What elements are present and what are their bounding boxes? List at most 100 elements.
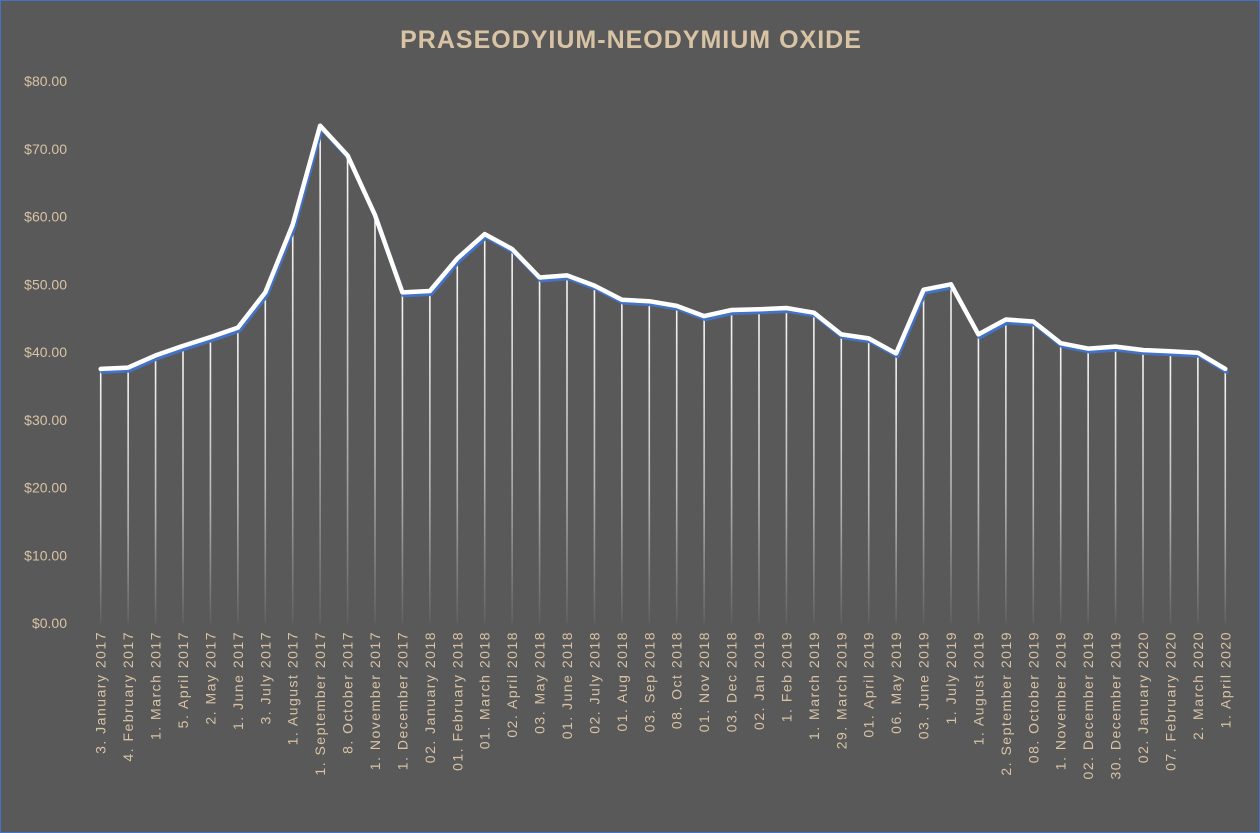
drop-line [456,258,459,623]
x-tick-label: 3. July 2017 [257,631,273,725]
drop-line [291,224,294,623]
x-tick-label: 3. January 2017 [93,631,109,754]
x-tick-label: 03. June 2019 [916,631,932,739]
y-tick-label: $0.00 [32,615,67,631]
drop-line [1224,368,1227,623]
x-tick-label: 1. June 2017 [230,631,246,730]
chart-title: PRASEODYIUM-NEODYMIUM OXIDE [400,26,862,54]
x-tick-label: 1. April 2020 [1217,631,1233,728]
x-tick-label: 30. December 2019 [1108,631,1124,779]
drop-line [538,277,541,623]
drop-line [813,312,815,623]
drop-line [401,292,404,623]
y-tick-label: $50.00 [24,276,67,292]
drop-line [429,291,431,623]
x-tick-label: 1. Feb 2019 [778,631,794,722]
y-axis: $0.00 $10.00 $20.00 $30.00 $40.00 $50.00 $60.0… [24,73,67,631]
drop-line [1114,346,1117,623]
drop-line [127,367,129,623]
drop-line [621,299,623,623]
drop-line [154,355,157,623]
drop-line [1005,319,1007,623]
x-tick-label: 1. March 2019 [806,631,822,740]
drop-line [483,234,486,624]
drop-line [264,292,267,623]
x-tick-label: 08. Oct 2018 [669,631,685,729]
drop-line [950,284,952,623]
x-tick-label: 02. Jan 2019 [751,631,767,730]
drop-lines [99,125,1227,624]
drop-line [1059,343,1062,623]
drop-line [1169,351,1172,623]
x-tick-label: 01. February 2018 [449,631,465,771]
x-tick-label: 1. August 2017 [285,631,301,745]
drop-line [840,334,843,623]
drop-line [675,305,678,623]
drop-line [1087,348,1089,623]
x-tick-label: 5. April 2017 [175,631,191,728]
series-line-shadow [100,126,1229,374]
y-tick-label: $70.00 [24,141,67,157]
series-group [98,123,1229,374]
x-tick-label: 01. Nov 2018 [696,631,712,732]
drop-line [977,334,980,623]
x-tick-label: 29. March 2019 [833,631,849,749]
x-tick-label: 4. February 2017 [120,631,136,762]
drop-line [1142,349,1144,623]
x-tick-label: 2. September 2019 [998,631,1014,776]
x-tick-label: 08. October 2019 [1025,631,1041,763]
y-tick-label: $30.00 [24,412,67,428]
drop-line [703,316,705,623]
x-tick-label: 2. March 2020 [1190,631,1206,740]
drop-line [209,337,212,623]
x-tick-label: 06. May 2019 [888,631,904,734]
x-tick-label: 1. November 2017 [367,631,383,770]
series-line [98,123,1228,372]
y-tick-label: $10.00 [24,547,67,563]
drop-line [593,285,596,623]
x-tick-label: 2. May 2017 [202,631,218,725]
x-tick-label: 8. October 2017 [340,631,356,754]
drop-line [730,309,733,623]
x-tick-label: 1. September 2017 [312,631,328,776]
drop-line [374,215,376,623]
x-tick-label: 1. November 2019 [1053,631,1069,770]
drop-line [922,289,925,623]
drop-line [895,353,897,623]
x-tick-label: 1. July 2019 [943,631,959,725]
x-tick-label: 01. June 2018 [559,631,575,739]
drop-line [867,338,870,623]
drop-line [237,327,239,623]
drop-line [346,155,349,623]
drop-line [1032,321,1035,623]
drop-line [648,301,651,623]
y-tick-label: $40.00 [24,344,67,360]
drop-line [1197,352,1199,623]
y-tick-label: $80.00 [24,73,67,89]
drop-line [758,309,760,623]
drop-line [319,125,321,623]
x-tick-label: 02. July 2018 [586,631,602,734]
x-tick-label: 03. Dec 2018 [724,631,740,732]
drop-line [99,368,102,623]
x-tick-label: 03. May 2018 [532,631,548,734]
x-tick-label: 03. Sep 2018 [641,631,657,732]
x-tick-label: 1. August 2019 [970,631,986,745]
drop-line [511,249,513,623]
x-tick-label: 02. December 2019 [1080,631,1096,779]
x-tick-label: 01. March 2018 [477,631,493,749]
y-tick-label: $60.00 [24,209,67,225]
x-tick-label: 02. April 2018 [504,631,520,738]
x-tick-label: 02. January 2018 [422,631,438,763]
drop-line [785,307,788,623]
drop-line [182,345,184,623]
x-tick-label: 1. December 2017 [394,631,410,770]
x-tick-label: 02. January 2020 [1135,631,1151,763]
drop-line [566,275,568,623]
x-tick-label: 1. March 2017 [148,631,164,740]
x-tick-label: 01. Aug 2018 [614,631,630,732]
x-tick-label: 01. April 2019 [861,631,877,738]
x-axis: 3. January 2017 4. February 2017 1. March … [93,631,1234,779]
